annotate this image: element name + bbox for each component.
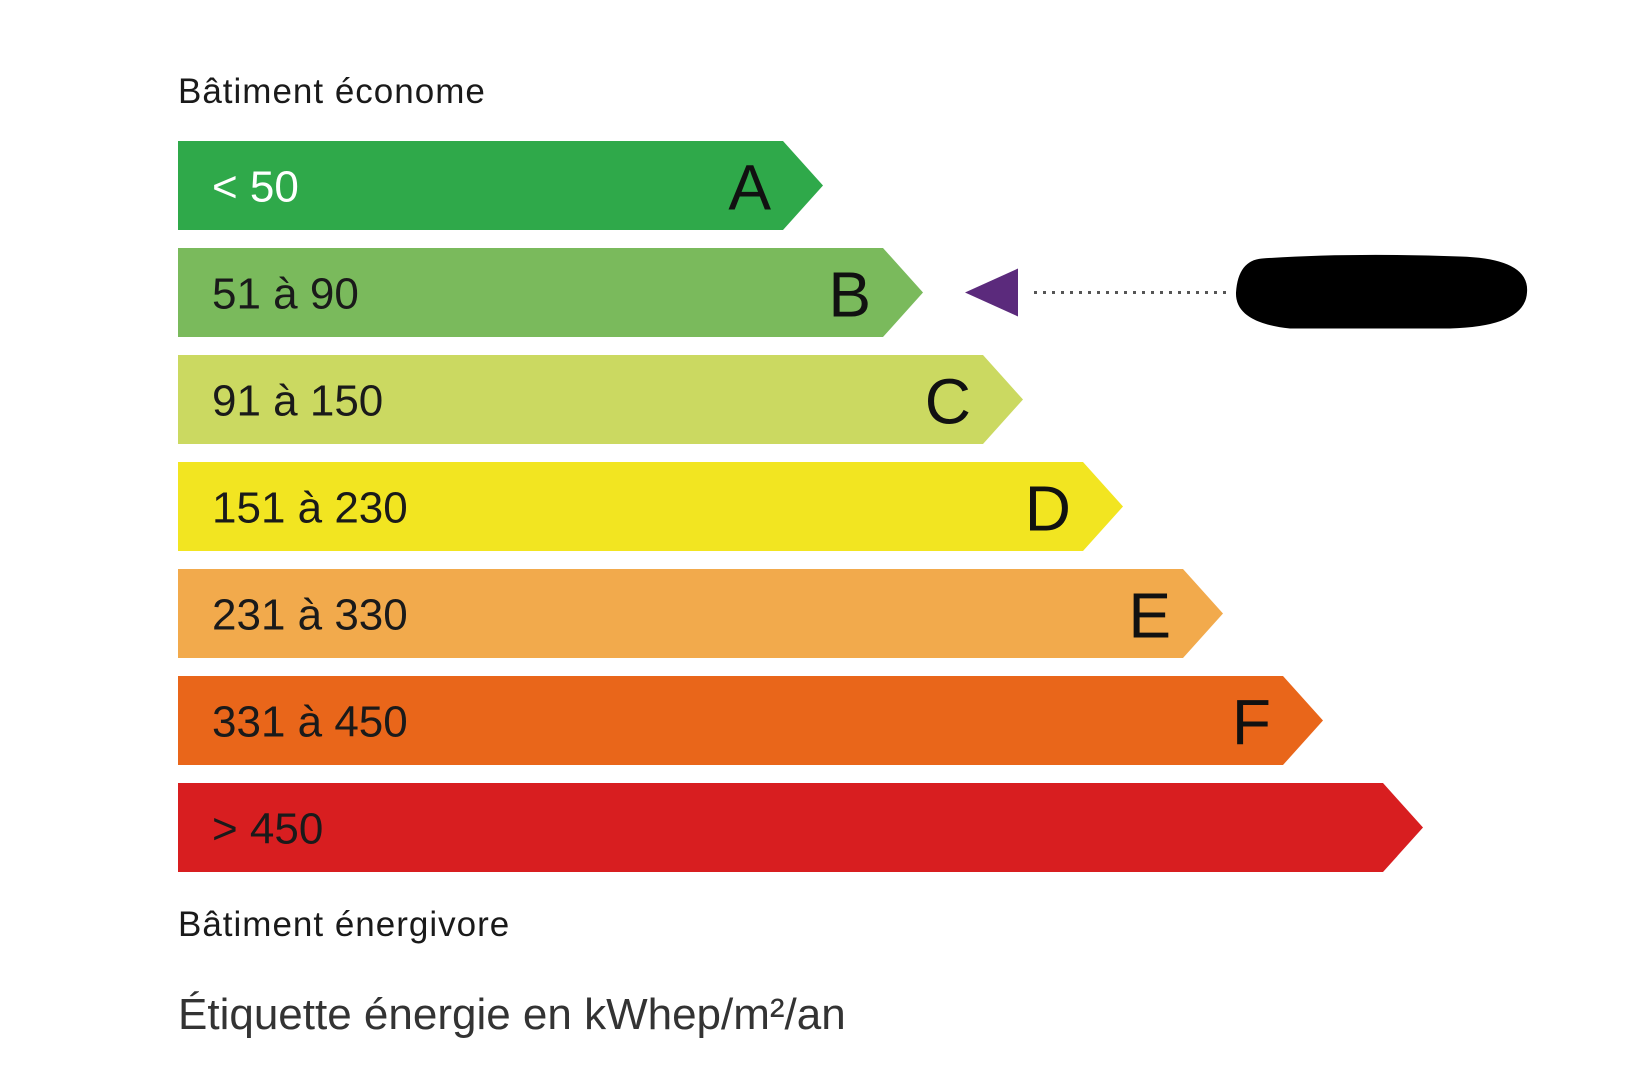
indicator-arrow-icon <box>965 268 1018 317</box>
top-label: Bâtiment économe <box>178 72 486 111</box>
range-label-E: 231 à 330 <box>212 591 408 640</box>
bar-F <box>178 676 1323 765</box>
class-letter-D: D <box>1025 473 1071 545</box>
bar-B <box>178 248 923 337</box>
bar-G <box>178 783 1423 872</box>
range-label-C: 91 à 150 <box>212 377 383 426</box>
class-letter-C: C <box>925 366 971 438</box>
range-label-A: < 50 <box>212 163 299 212</box>
class-letter-E: E <box>1128 580 1171 652</box>
unit-label: Étiquette énergie en kWhep/m²/an <box>178 990 846 1039</box>
bar-D <box>178 462 1123 551</box>
bar-A <box>178 141 823 230</box>
class-letter-A: A <box>728 152 771 224</box>
redacted-value-blob <box>1235 254 1528 329</box>
range-label-F: 331 à 450 <box>212 698 408 747</box>
class-letter-B: B <box>828 259 871 331</box>
bottom-label: Bâtiment énergivore <box>178 905 511 944</box>
bar-E <box>178 569 1223 658</box>
range-label-B: 51 à 90 <box>212 270 359 319</box>
class-letter-F: F <box>1232 687 1271 759</box>
range-label-G: > 450 <box>212 805 323 854</box>
bar-C <box>178 355 1023 444</box>
range-label-D: 151 à 230 <box>212 484 408 533</box>
